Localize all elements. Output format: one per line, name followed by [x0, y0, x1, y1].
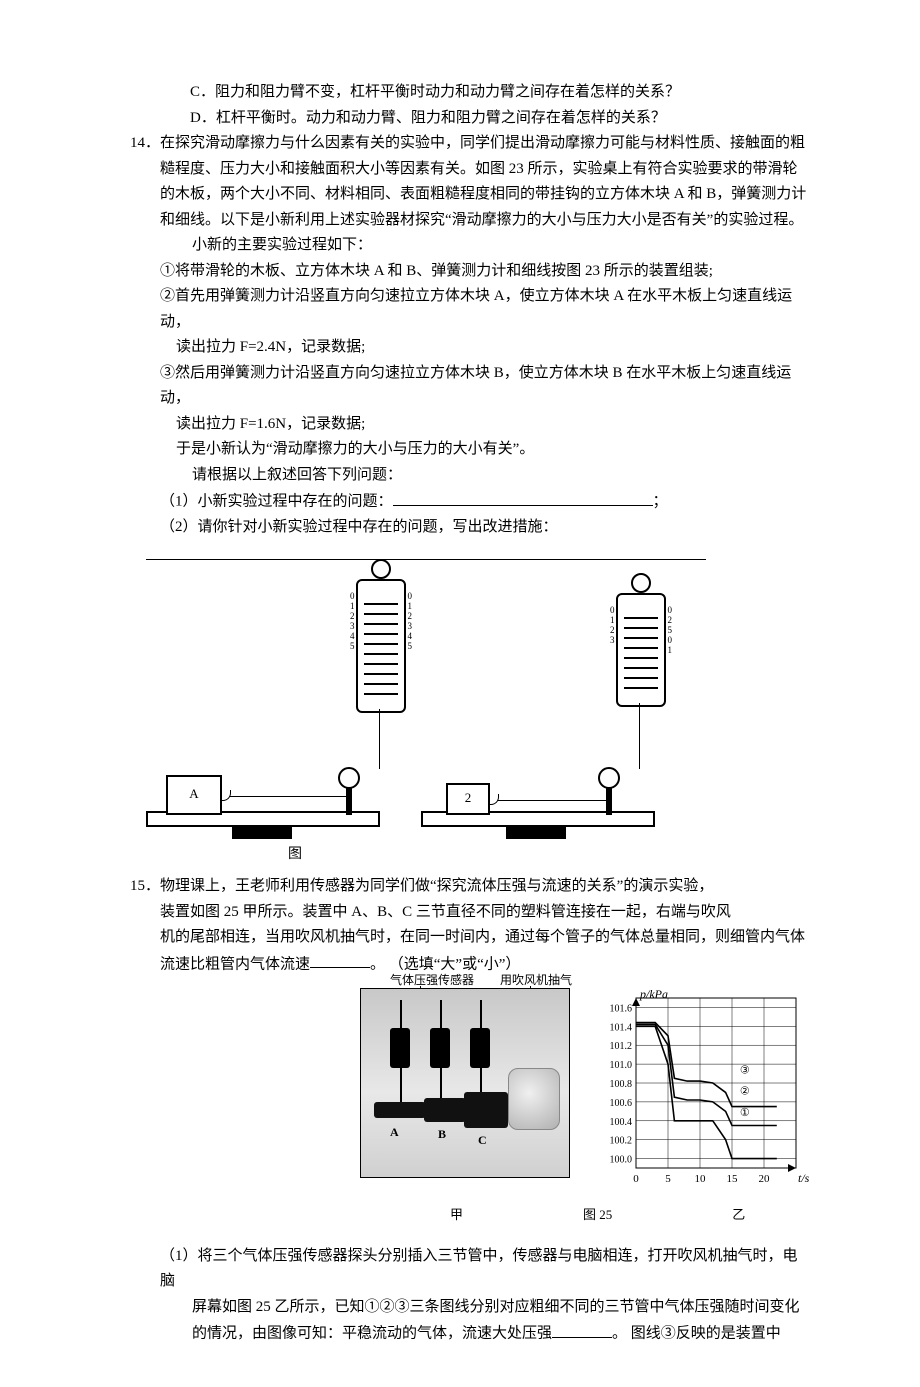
q14-step2b: 读出拉力 F=2.4N，记录数据; [160, 335, 810, 361]
q14-lead: 小新的主要实验过程如下： [160, 233, 810, 259]
svg-text:100.8: 100.8 [610, 1079, 633, 1090]
apparatus-diagram: 012345 012345 A 0123 02501 2 [146, 559, 706, 839]
q13-option-d: D．杠杆平衡时。动力和动力臂、阻力和阻力臂之间存在着怎样的关系？ [130, 106, 810, 132]
svg-text:t/s: t/s [798, 1171, 810, 1185]
svg-text:100.4: 100.4 [610, 1117, 633, 1128]
q14-sub2: （2）请你针对小新实验过程中存在的问题，写出改进措施： [160, 515, 810, 541]
svg-text:100.0: 100.0 [610, 1154, 633, 1165]
sensor-c [470, 1028, 490, 1068]
spring-scale-a: 012345 012345 [356, 579, 406, 713]
svg-text:15: 15 [727, 1173, 739, 1185]
sensor-a [390, 1028, 410, 1068]
q14-para1: 在探究滑动摩擦力与什么因素有关的实验中，同学们提出滑动摩擦力可能与材料性质、接触… [160, 131, 810, 233]
svg-text:p/kPa: p/kPa [639, 988, 668, 1001]
svg-text:20: 20 [759, 1173, 771, 1185]
figure-25-captions: 甲 图 25 乙 [450, 1204, 810, 1226]
q14-sub1-post: ； [653, 494, 668, 510]
q14-step1: ①将带滑轮的木板、立方体木块 A 和 B、弹簧测力计和细线按图 23 所示的装置… [160, 259, 810, 285]
q14-sub1-blank[interactable] [393, 488, 653, 506]
q15-p2: 装置如图 25 甲所示。装置中 A、B、C 三节直径不同的塑料管连接在一起，右端… [160, 900, 810, 926]
figure-25-apparatus: 气体压强传感器 用吹风机抽气 A B C [360, 988, 570, 1178]
q15: 15． 物理课上，王老师利用传感器为同学们做“探究流体压强与流速的关系”的演示实… [130, 874, 810, 978]
figure-23-caption: 图 [0, 843, 810, 867]
q15-p3-blank[interactable] [310, 951, 370, 969]
block-b: 2 [446, 783, 490, 815]
tube-b [424, 1098, 466, 1122]
q14-sub1-pre: （1）小新实验过程中存在的问题： [160, 494, 393, 510]
svg-text:10: 10 [695, 1173, 707, 1185]
q15-number: 15． [130, 874, 160, 978]
pulley-a [338, 767, 360, 789]
q15-body: 物理课上，王老师利用传感器为同学们做“探究流体压强与流速的关系”的演示实验， 装… [160, 874, 810, 978]
svg-text:100.6: 100.6 [610, 1098, 633, 1109]
svg-text:101.2: 101.2 [610, 1041, 633, 1052]
q15-p3: 机的尾部相连，当用吹风机抽气时，在同一时间内，通过每个管子的气体总量相同，则细管… [160, 925, 810, 978]
svg-text:100.2: 100.2 [610, 1135, 633, 1146]
q15-sub1-c: 的情况，由图像可知：平稳流动的气体，流速大处压强 。 图线③反映的是装置中 [160, 1320, 810, 1347]
figure-23: 012345 012345 A 0123 02501 2 [130, 559, 810, 867]
q15-sub1-b: 屏幕如图 25 乙所示，已知①②③三条图线分别对应粗细不同的三节管中气体压强随时… [160, 1295, 810, 1321]
pulley-b [598, 767, 620, 789]
block-a: A [166, 775, 222, 815]
tube-c [464, 1092, 508, 1128]
blower [508, 1068, 560, 1130]
q15-sub1-c-pre: 的情况，由图像可知：平稳流动的气体，流速大处压强 [192, 1326, 552, 1342]
tube-c-label: C [478, 1130, 487, 1150]
svg-text:101.4: 101.4 [610, 1022, 633, 1033]
svg-text:②: ② [740, 1085, 750, 1097]
q15-sub1-c-blank[interactable] [552, 1320, 612, 1338]
q15-p1: 物理课上，王老师利用传感器为同学们做“探究流体压强与流速的关系”的演示实验， [160, 874, 810, 900]
q14-ask: 请根据以上叙述回答下列问题： [160, 463, 810, 489]
q14: 14． 在探究滑动摩擦力与什么因素有关的实验中，同学们提出滑动摩擦力可能与材料性… [130, 131, 810, 541]
sensor-b [430, 1028, 450, 1068]
q15-sub1: （1）将三个气体压强传感器探头分别插入三节管中，传感器与电脑相连，打开吹风机抽气… [130, 1244, 810, 1348]
svg-text:5: 5 [665, 1173, 671, 1185]
q14-sub1: （1）小新实验过程中存在的问题： ； [160, 488, 810, 515]
q14-step2a: ②首先用弹簧测力计沿竖直方向匀速拉立方体木块 A，使立方体木块 A 在水平木板上… [160, 284, 810, 335]
q15-sub1-c-post: 。 图线③反映的是装置中 [612, 1326, 781, 1342]
q14-step3a: ③然后用弹簧测力计沿竖直方向匀速拉立方体木块 B，使立方体木块 B 在水平木板上… [160, 361, 810, 412]
svg-text:③: ③ [740, 1064, 750, 1076]
spring-scale-b: 0123 02501 [616, 593, 666, 707]
svg-text:101.0: 101.0 [610, 1060, 633, 1071]
q13-option-c: C．阻力和阻力臂不变，杠杆平衡时动力和动力臂之间存在着怎样的关系？ [130, 80, 810, 106]
svg-text:0: 0 [633, 1173, 639, 1185]
q14-number: 14． [130, 131, 160, 541]
caption-yi: 乙 [732, 1204, 745, 1226]
q15-sub1-a: （1）将三个气体压强传感器探头分别插入三节管中，传感器与电脑相连，打开吹风机抽气… [160, 1244, 810, 1295]
q14-body: 在探究滑动摩擦力与什么因素有关的实验中，同学们提出滑动摩擦力可能与材料性质、接触… [160, 131, 810, 541]
tube-a [374, 1102, 426, 1118]
tube-a-label: A [390, 1122, 399, 1142]
figure-25: 气体压强传感器 用吹风机抽气 A B C [360, 988, 810, 1198]
tube-b-label: B [438, 1124, 446, 1144]
caption-jia: 甲 [450, 1204, 463, 1226]
page: C．阻力和阻力臂不变，杠杆平衡时动力和动力臂之间存在着怎样的关系？ D．杠杆平衡… [0, 0, 920, 1387]
pressure-chart: 0 5 10 15 20 100.0 100.2 100.4 100.6 100.8 101.0 10… [590, 988, 810, 1198]
q14-step3b: 读出拉力 F=1.6N，记录数据; [160, 412, 810, 438]
svg-text:101.6: 101.6 [610, 1003, 633, 1014]
q14-conclusion: 于是小新认为“滑动摩擦力的大小与压力的大小有关”。 [160, 437, 810, 463]
caption-fig25: 图 25 [583, 1204, 612, 1226]
svg-text:①: ① [740, 1107, 750, 1119]
